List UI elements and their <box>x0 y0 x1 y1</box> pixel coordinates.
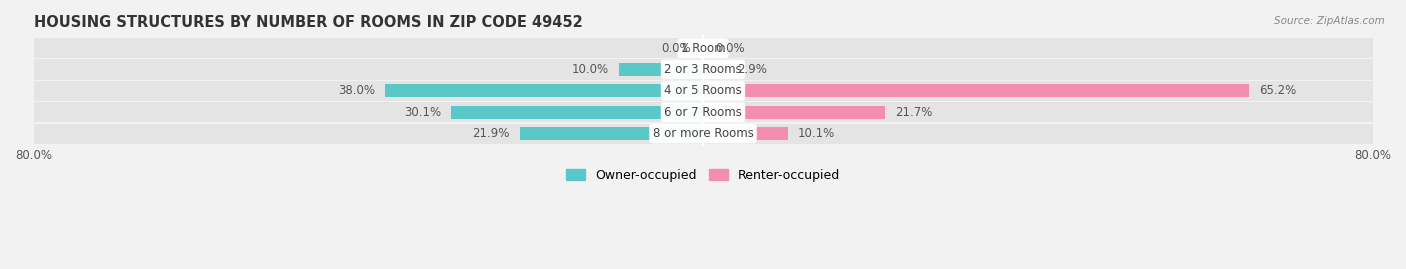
Text: 21.9%: 21.9% <box>472 127 510 140</box>
Bar <box>703 84 1249 97</box>
Text: 65.2%: 65.2% <box>1258 84 1296 97</box>
Bar <box>34 38 703 58</box>
Bar <box>703 127 787 140</box>
Bar <box>385 84 703 97</box>
Bar <box>703 81 1372 101</box>
Text: 1 Room: 1 Room <box>681 42 725 55</box>
Text: 38.0%: 38.0% <box>337 84 375 97</box>
Legend: Owner-occupied, Renter-occupied: Owner-occupied, Renter-occupied <box>561 164 845 187</box>
Text: 6 or 7 Rooms: 6 or 7 Rooms <box>664 106 742 119</box>
Text: 2 or 3 Rooms: 2 or 3 Rooms <box>664 63 742 76</box>
Bar <box>703 105 884 119</box>
Bar <box>34 81 703 101</box>
Text: 0.0%: 0.0% <box>661 42 690 55</box>
Bar <box>703 38 1372 58</box>
Bar <box>703 59 1372 80</box>
Text: 2.9%: 2.9% <box>737 63 768 76</box>
Text: HOUSING STRUCTURES BY NUMBER OF ROOMS IN ZIP CODE 49452: HOUSING STRUCTURES BY NUMBER OF ROOMS IN… <box>34 15 582 30</box>
Bar <box>451 105 703 119</box>
Text: 10.1%: 10.1% <box>797 127 835 140</box>
Text: Source: ZipAtlas.com: Source: ZipAtlas.com <box>1274 16 1385 26</box>
Bar <box>703 102 1372 122</box>
Bar <box>703 63 727 76</box>
Bar <box>520 127 703 140</box>
Bar <box>619 63 703 76</box>
Bar <box>34 102 703 122</box>
Text: 21.7%: 21.7% <box>894 106 932 119</box>
Bar <box>703 123 1372 144</box>
Text: 10.0%: 10.0% <box>572 63 609 76</box>
Text: 30.1%: 30.1% <box>404 106 441 119</box>
Bar <box>34 123 703 144</box>
Text: 8 or more Rooms: 8 or more Rooms <box>652 127 754 140</box>
Text: 4 or 5 Rooms: 4 or 5 Rooms <box>664 84 742 97</box>
Text: 0.0%: 0.0% <box>716 42 745 55</box>
Bar <box>34 59 703 80</box>
